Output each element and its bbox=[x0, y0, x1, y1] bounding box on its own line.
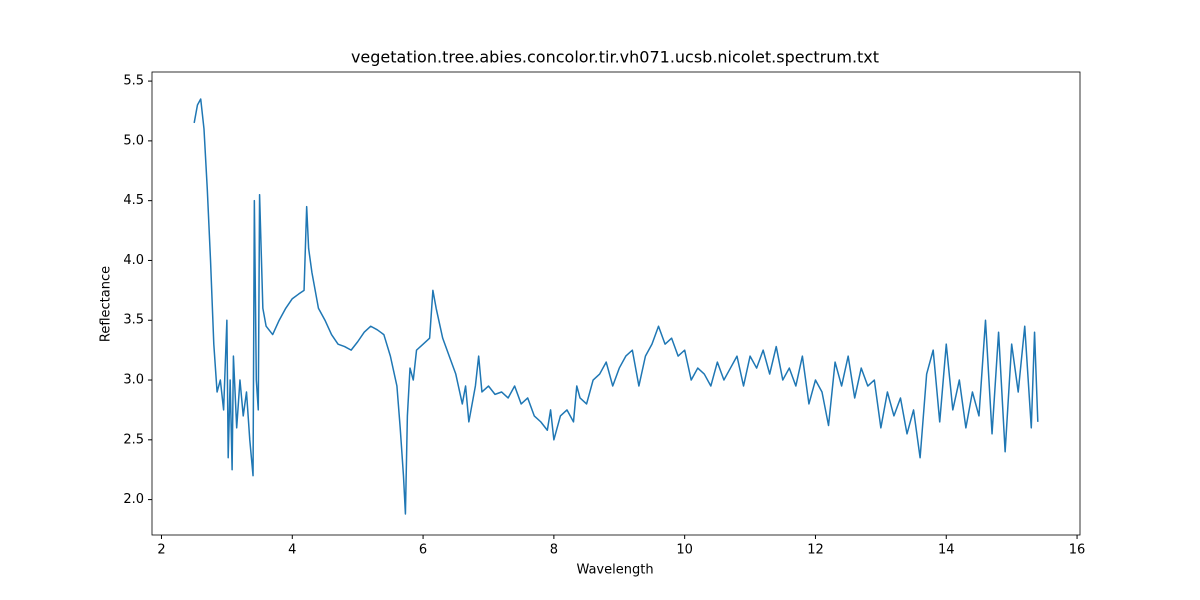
y-tick-label: 3.5 bbox=[123, 313, 144, 328]
y-tick-label: 5.0 bbox=[123, 133, 144, 148]
x-tick-label: 8 bbox=[550, 543, 558, 558]
x-tick-label: 12 bbox=[807, 543, 824, 558]
y-tick-label: 2.0 bbox=[123, 492, 144, 507]
x-axis-label: Wavelength bbox=[576, 563, 653, 578]
plot-frame bbox=[151, 71, 1081, 536]
x-tick-label: 16 bbox=[1069, 543, 1086, 558]
y-tick-label: 4.0 bbox=[123, 253, 144, 268]
y-tick-label: 2.5 bbox=[123, 432, 144, 447]
spectrum-line bbox=[193, 98, 1039, 515]
x-tick-label: 14 bbox=[938, 543, 955, 558]
x-tick-label: 6 bbox=[419, 543, 427, 558]
x-tick-label: 10 bbox=[676, 543, 693, 558]
y-tick-label: 3.0 bbox=[123, 373, 144, 388]
y-tick-label: 4.5 bbox=[123, 193, 144, 208]
chart-title: vegetation.tree.abies.concolor.tir.vh071… bbox=[351, 48, 879, 67]
y-tick-label: 5.5 bbox=[123, 74, 144, 89]
x-tick-label: 2 bbox=[157, 543, 165, 558]
y-axis-label: Reflectance bbox=[99, 266, 114, 342]
x-tick-label: 4 bbox=[288, 543, 296, 558]
